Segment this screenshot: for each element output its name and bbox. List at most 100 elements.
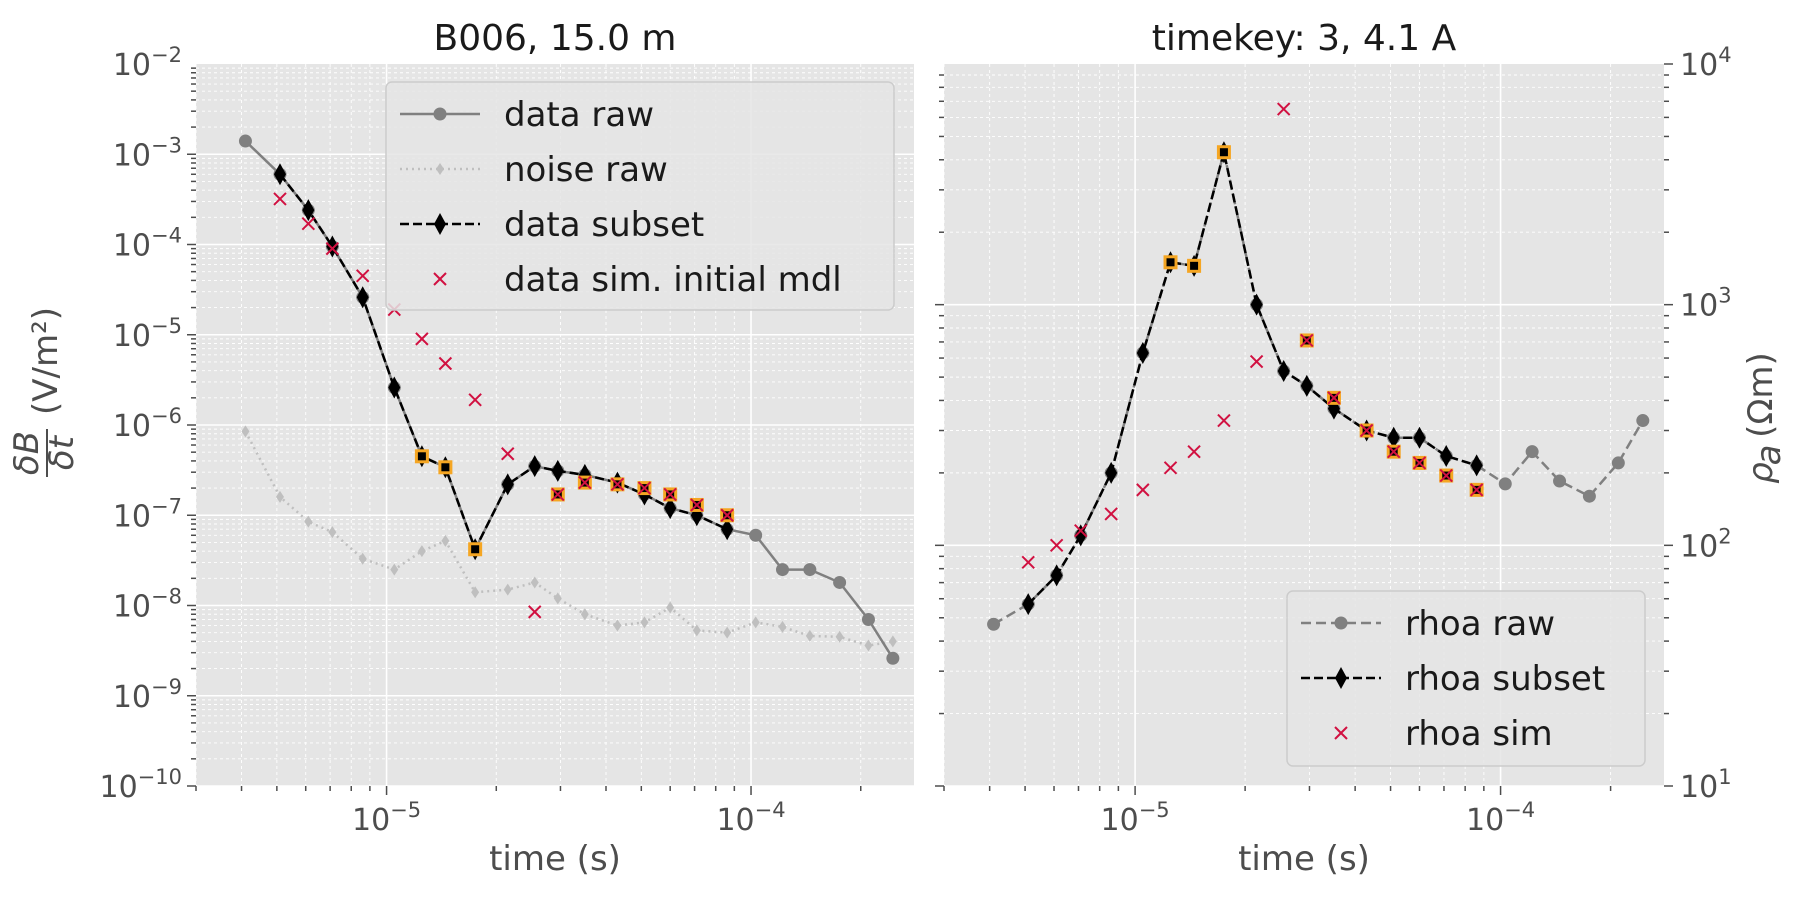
data-point-sim [1217, 413, 1231, 428]
highlight-square-core [417, 452, 426, 461]
data-point-subset [551, 459, 564, 482]
data-point-subset [1387, 426, 1400, 449]
y-tick-label: 10−10 [99, 765, 182, 805]
y-tick-label: 104 [1680, 43, 1732, 83]
right-y-label-unit: (Ωm) [1741, 352, 1781, 438]
data-point-noise [441, 534, 450, 547]
data-point-subset [721, 518, 734, 541]
data-point-subset [273, 163, 286, 186]
data-point-sim [301, 216, 316, 231]
data-point-sim [690, 498, 704, 512]
y-tick-label: 10−5 [113, 314, 182, 354]
data-point-noise [888, 635, 897, 648]
highlight-square-core [471, 545, 480, 554]
data-point-noise [503, 583, 512, 596]
data-point-sim [468, 393, 482, 407]
data-point-sim [637, 481, 652, 495]
y-tick-label: 10−8 [113, 585, 182, 625]
data-point-subset [388, 376, 401, 399]
data-point-noise [751, 616, 760, 629]
data-point-noise [304, 515, 313, 528]
data-point-subset [1074, 524, 1087, 547]
x-tick-label: 10−4 [716, 798, 785, 838]
data-point-raw [776, 563, 790, 577]
data-point-subset [356, 286, 369, 309]
legend-entry-label: data raw [504, 95, 654, 135]
left-ticks: 10−5 10−4 10−10 10−9 10−8 10−7 10−6 10−5 10−4 10−… [99, 43, 862, 838]
left-chart-title: B006, 15.0 m [434, 18, 677, 59]
data-point-raw [803, 563, 817, 577]
x-tick-label: 10−5 [1101, 798, 1170, 838]
data-point-subset [664, 497, 677, 520]
data-point-sim [610, 477, 625, 492]
highlight-square-core [1166, 258, 1175, 267]
right-y-axis-label: ρ a (Ωm) [1741, 352, 1789, 484]
data-point-sim [355, 269, 370, 283]
data-point-subset [302, 199, 315, 222]
data-point-noise [640, 616, 649, 629]
data-point-subset [1136, 341, 1149, 364]
y-tick-label: 103 [1680, 284, 1732, 324]
y-tick-label: 10−3 [113, 133, 182, 173]
x-tick-label: 10−5 [352, 798, 421, 838]
data-point-sim [1469, 483, 1484, 497]
legend-entry-label: rhoa subset [1405, 659, 1605, 699]
data-point-sim [1104, 507, 1118, 521]
data-point-raw [833, 575, 847, 589]
highlight-square-core [1190, 261, 1199, 270]
legend-entry-label: rhoa raw [1405, 604, 1555, 644]
data-point-noise [390, 563, 399, 576]
series-line-subset [1027, 151, 1478, 605]
legend-swatch-marker [1335, 667, 1347, 689]
data-point-subset [501, 473, 514, 496]
data-point-noise [530, 576, 539, 589]
data-point-noise [723, 626, 732, 639]
data-point-noise [778, 620, 787, 633]
data-point-noise [805, 629, 814, 642]
data-point-sim [415, 332, 429, 346]
right-panel: 10−5 10−4 101 102 103 104 timekey: 3, 4.1 A t… [935, 18, 1789, 879]
data-point-subset [1250, 293, 1263, 316]
data-point-noise [417, 545, 426, 558]
data-point-noise [471, 586, 480, 599]
data-point-sim [273, 192, 287, 206]
left-y-label-unit: (V/m²) [26, 307, 66, 415]
data-point-raw [1498, 477, 1512, 491]
legend-entry-label: rhoa sim [1405, 714, 1553, 754]
data-point-raw [1611, 456, 1625, 470]
data-point-sim [1300, 333, 1314, 348]
data-point-sim [501, 447, 515, 461]
left-y-axis-label: δB δt (V/m²) [7, 307, 82, 477]
right-chart-title: timekey: 3, 4.1 A [1152, 18, 1457, 59]
data-point-sim [1412, 456, 1427, 470]
data-point-noise [241, 425, 250, 438]
right-ticks: 10−5 10−4 101 102 103 104 [935, 43, 1732, 838]
data-point-sim [578, 475, 592, 490]
data-point-sim [1049, 538, 1064, 553]
data-point-noise [613, 619, 622, 632]
y-tick-label: 10−6 [113, 404, 182, 444]
data-point-raw [749, 528, 763, 542]
data-point-sim [1187, 444, 1201, 459]
legend-swatch-marker [433, 272, 447, 286]
data-point-subset [528, 455, 541, 478]
data-point-subset [1105, 461, 1118, 484]
data-point-noise [328, 526, 337, 539]
data-point-sim [1249, 354, 1264, 369]
data-point-raw [1582, 489, 1596, 503]
y-tick-label: 101 [1680, 765, 1732, 805]
data-point-raw [238, 134, 252, 148]
data-point-sim [1359, 423, 1374, 438]
left-series [238, 134, 900, 665]
data-point-noise [358, 552, 367, 565]
data-point-noise [666, 601, 675, 614]
right-x-axis-label: time (s) [1238, 839, 1370, 879]
data-point-subset [1440, 445, 1453, 468]
legend-swatch-marker [1334, 616, 1348, 630]
legend-entry-label: noise raw [504, 150, 668, 190]
data-point-noise [864, 639, 873, 652]
data-point-raw [987, 617, 1001, 631]
data-point-raw [861, 612, 875, 626]
legend-swatch-marker [434, 213, 446, 235]
